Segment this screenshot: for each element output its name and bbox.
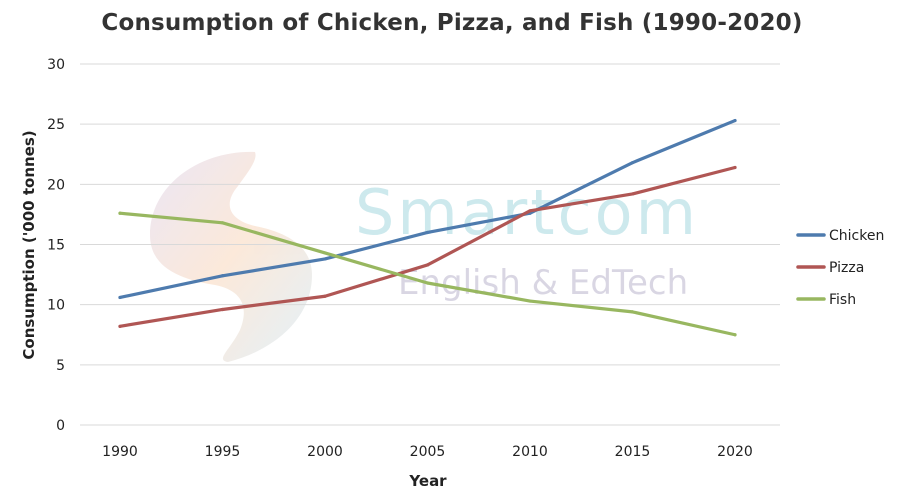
legend-label-chicken: Chicken bbox=[829, 228, 884, 244]
data-point-pizza bbox=[323, 294, 327, 298]
legend-label-fish: Fish bbox=[829, 292, 856, 308]
chart-title: Consumption of Chicken, Pizza, and Fish … bbox=[101, 10, 803, 36]
data-point-pizza bbox=[220, 307, 225, 312]
watermark-logo-icon bbox=[150, 151, 312, 362]
legend: Chicken Pizza Fish bbox=[796, 228, 884, 308]
data-point-fish bbox=[323, 251, 327, 255]
y-tick-label: 10 bbox=[47, 298, 65, 314]
series-lines bbox=[118, 118, 737, 337]
y-tick-label: 5 bbox=[56, 358, 65, 374]
data-point-fish bbox=[528, 299, 532, 303]
data-point-pizza bbox=[118, 324, 122, 328]
data-point-pizza bbox=[630, 192, 635, 196]
data-point-chicken bbox=[323, 257, 327, 261]
y-tick-label: 15 bbox=[47, 238, 65, 254]
x-tick-label: 2010 bbox=[512, 444, 548, 460]
y-tick-label: 20 bbox=[47, 177, 65, 193]
data-point-pizza bbox=[733, 165, 737, 170]
x-axis-title: Year bbox=[408, 472, 447, 490]
data-point-chicken bbox=[630, 161, 635, 165]
data-point-chicken bbox=[220, 274, 225, 278]
y-tick-label: 25 bbox=[47, 117, 65, 133]
data-point-pizza bbox=[528, 209, 532, 213]
data-point-fish bbox=[118, 211, 122, 215]
data-point-fish bbox=[425, 281, 430, 285]
watermark: Smartcom English & EdTech bbox=[150, 151, 696, 362]
data-point-fish bbox=[733, 333, 737, 337]
data-point-fish bbox=[220, 221, 225, 225]
data-point-pizza bbox=[425, 263, 430, 267]
x-tick-label: 1995 bbox=[205, 444, 241, 460]
x-tick-label: 1990 bbox=[102, 444, 138, 460]
x-tick-label: 2000 bbox=[307, 444, 343, 460]
data-point-chicken bbox=[118, 295, 122, 300]
x-axis-ticks: 1990 1995 2000 2005 2010 2015 2020 bbox=[102, 444, 753, 460]
watermark-tagline: English & EdTech bbox=[398, 263, 688, 303]
x-tick-label: 2005 bbox=[410, 444, 446, 460]
legend-label-pizza: Pizza bbox=[829, 260, 864, 276]
y-axis-title: Consumption ('000 tonnes) bbox=[20, 130, 38, 359]
y-tick-label: 0 bbox=[56, 418, 65, 434]
x-tick-label: 2015 bbox=[615, 444, 651, 460]
y-axis-ticks: 0 5 10 15 20 25 30 bbox=[47, 57, 65, 434]
y-tick-label: 30 bbox=[47, 57, 65, 73]
data-point-chicken bbox=[425, 230, 430, 235]
gridlines bbox=[80, 63, 780, 426]
data-point-fish bbox=[630, 310, 635, 314]
x-tick-label: 2020 bbox=[717, 444, 753, 460]
data-point-chicken bbox=[733, 118, 737, 123]
